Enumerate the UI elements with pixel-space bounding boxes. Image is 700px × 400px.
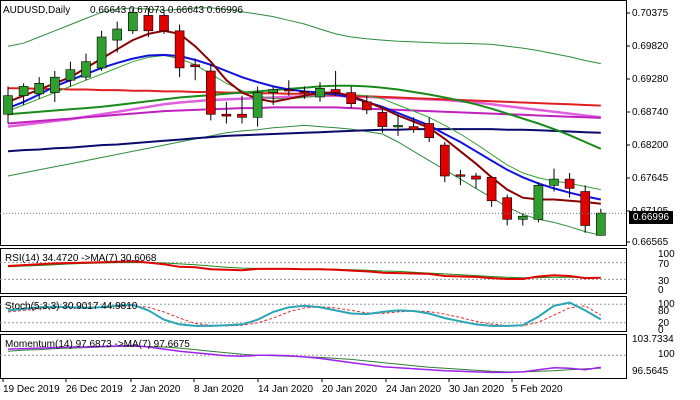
price-tick-label: 0.70375 <box>632 8 669 19</box>
stoch-label: Stoch(5,3,3) 30.9017 44.9810 <box>5 301 138 312</box>
ohlc-values: 0.66643 0.67073 0.66643 0.66996 <box>90 5 243 16</box>
bear-candle <box>424 123 435 138</box>
bear-candle <box>377 112 388 127</box>
upper-band-line <box>7 7 601 65</box>
bear-candle <box>564 178 575 189</box>
price-tick-label: 0.68200 <box>632 140 669 151</box>
bear-candle <box>580 191 591 226</box>
rsi-tick-label: 0 <box>658 285 664 296</box>
bear-candle <box>283 89 294 92</box>
bear-candle <box>299 91 310 94</box>
bear-candle <box>330 89 341 93</box>
ma-pink-line <box>7 94 601 128</box>
date-tick-label: 26 Dec 2019 <box>66 384 123 395</box>
price-tick-label: 0.66565 <box>632 237 669 248</box>
price-tick-label: 0.69280 <box>632 74 669 85</box>
bull-candle <box>34 83 45 95</box>
bear-candle <box>471 175 481 180</box>
stoch-panel-frame <box>0 296 627 332</box>
bull-candle <box>18 86 29 97</box>
date-tick-label: 24 Jan 2020 <box>386 384 442 395</box>
bull-candle <box>65 69 76 81</box>
ma-fast-green-line <box>7 54 601 191</box>
bull-candle <box>252 92 263 118</box>
bull-candle <box>128 12 138 32</box>
bull-candle <box>81 61 91 78</box>
bull-candle <box>533 185 544 220</box>
price-tick-label: 0.68740 <box>632 107 669 118</box>
bull-candle <box>49 76 60 93</box>
momentum-tick-label: 100 <box>658 349 675 360</box>
price-tick-label: 0.67645 <box>632 173 669 184</box>
ma-magenta-line <box>7 106 601 125</box>
bull-candle <box>517 215 528 220</box>
bull-candle <box>112 28 122 41</box>
date-tick-label: 30 Jan 2020 <box>449 384 505 395</box>
stoch-tick-label: 20 <box>658 318 670 329</box>
bear-candle <box>486 177 497 202</box>
bull-candle <box>549 178 559 186</box>
bear-candle <box>237 113 247 118</box>
symbol-label: AUDUSD,Daily <box>3 5 71 16</box>
price-panel-frame <box>0 0 627 246</box>
date-tick-label: 8 Jan 2020 <box>194 384 244 395</box>
price-tick-label: 0.69820 <box>632 41 669 52</box>
rsi-tick-label: 70 <box>658 259 670 270</box>
date-tick-label: 19 Dec 2019 <box>3 384 60 395</box>
bear-candle <box>455 174 466 177</box>
bear-candle <box>361 101 372 111</box>
stoch-tick-label: 0 <box>658 325 664 336</box>
bear-candle <box>502 197 513 220</box>
momentum-tick-label: 96.5645 <box>632 366 669 377</box>
bear-candle <box>439 144 450 177</box>
rsi-line <box>7 260 601 280</box>
bull-candle <box>3 95 13 115</box>
rsi-tick-label: 100 <box>658 249 675 260</box>
rsi-tick-label: 30 <box>658 276 670 287</box>
momentum-tick-label: 103.7334 <box>632 334 674 345</box>
rsi-panel-frame <box>0 248 627 294</box>
date-tick-label: 5 Feb 2020 <box>512 384 563 395</box>
date-tick-label: 20 Jan 2020 <box>322 384 378 395</box>
bear-candle <box>408 126 419 130</box>
bear-candle <box>206 70 216 115</box>
bull-candle <box>268 89 279 93</box>
bear-candle <box>190 64 200 68</box>
bull-candle <box>393 125 403 128</box>
bull-candle <box>96 36 107 69</box>
date-tick-label: 14 Jan 2020 <box>258 384 314 395</box>
bull-candle <box>315 88 325 98</box>
momentum-line <box>7 344 601 374</box>
momentum-ma-line <box>7 346 601 373</box>
stoch-tick-label: 80 <box>658 306 670 317</box>
bear-candle <box>159 15 169 32</box>
bull-candle <box>595 212 606 236</box>
bear-candle <box>143 15 154 32</box>
date-tick-label: 2 Jan 2020 <box>131 384 181 395</box>
bear-candle <box>174 30 185 69</box>
stoch-main-line <box>7 301 602 327</box>
momentum-panel-frame <box>0 334 627 379</box>
ma-blue-line <box>7 53 601 201</box>
momentum-label: Momentum(14) 97.6873 ->MA(7) 97.6675 <box>5 339 190 350</box>
bear-candle <box>221 113 232 117</box>
bear-candle <box>346 92 357 104</box>
rsi-label: RSI(14) 34.4720 ->MA(7) 30.6068 <box>5 253 157 264</box>
ma-navy-line <box>7 128 601 153</box>
stoch-tick-label: 100 <box>658 299 675 310</box>
current-price-tag: 0.66996 <box>629 211 673 224</box>
lower-band-line <box>7 124 601 236</box>
